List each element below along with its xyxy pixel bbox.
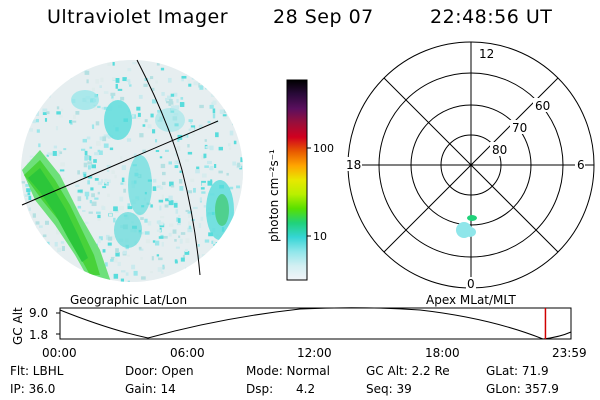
timeline-xtick-2359: 23:59 xyxy=(552,346,587,360)
info-glat: GLat: 71.9 xyxy=(486,364,549,378)
altitude-timeline: GC Alt 9.0 1.8 xyxy=(11,306,572,345)
timeline-ytick-1.8: 1.8 xyxy=(29,328,48,342)
instrument-title: Ultraviolet Imager xyxy=(47,6,229,28)
timeline-xtick-1200: 12:00 xyxy=(297,346,332,360)
info-mode: Mode: Normal xyxy=(246,364,330,378)
polar-hour-label-18: 18 xyxy=(346,158,361,172)
info-dsp-label: Dsp: xyxy=(246,382,274,396)
timeline-xtick-1800: 18:00 xyxy=(425,346,460,360)
info-filter: Flt: LBHL xyxy=(10,364,64,378)
polar-hour-label-12: 12 xyxy=(479,47,494,61)
polar-plot xyxy=(347,41,595,289)
polar-aurora-blob xyxy=(456,215,477,238)
time-label: 22:48:56 UT xyxy=(430,6,553,28)
info-gc-alt: GC Alt: 2.2 Re xyxy=(366,364,450,378)
altitude-curve xyxy=(59,307,572,340)
info-dsp-value: 4.2 xyxy=(296,382,316,396)
geographic-label: Geographic Lat/Lon xyxy=(70,293,188,307)
apex-label: Apex MLat/MLT xyxy=(426,293,516,307)
polar-lat-label-80: 80 xyxy=(492,143,507,157)
polar-lat-label-60: 60 xyxy=(535,99,550,113)
uv-image-disk xyxy=(21,59,243,282)
info-door: Door: Open xyxy=(125,364,194,378)
colorbar-tick-label-10: 10 xyxy=(313,230,327,243)
colorbar-unit-label: photon cm⁻²s⁻¹ xyxy=(267,149,281,242)
colorbar: 100 10 photon cm⁻²s⁻¹ xyxy=(267,79,334,281)
colorbar-tick-label-100: 100 xyxy=(313,142,334,155)
info-ip: IP: 36.0 xyxy=(10,382,56,396)
timeline-ylabel: GC Alt xyxy=(11,307,25,345)
polar-hour-label-6: 6 xyxy=(577,158,585,172)
timeline-ytick-9: 9.0 xyxy=(29,306,48,320)
info-glon: GLon: 357.9 xyxy=(486,382,559,396)
polar-lat-label-70: 70 xyxy=(512,121,527,135)
info-seq: Seq: 39 xyxy=(366,382,412,396)
timeline-xtick-0600: 06:00 xyxy=(170,346,205,360)
timeline-xtick-0000: 00:00 xyxy=(42,346,77,360)
date-label: 28 Sep 07 xyxy=(273,6,374,28)
polar-hour-label-0: 0 xyxy=(467,277,475,291)
info-gain: Gain: 14 xyxy=(125,382,176,396)
